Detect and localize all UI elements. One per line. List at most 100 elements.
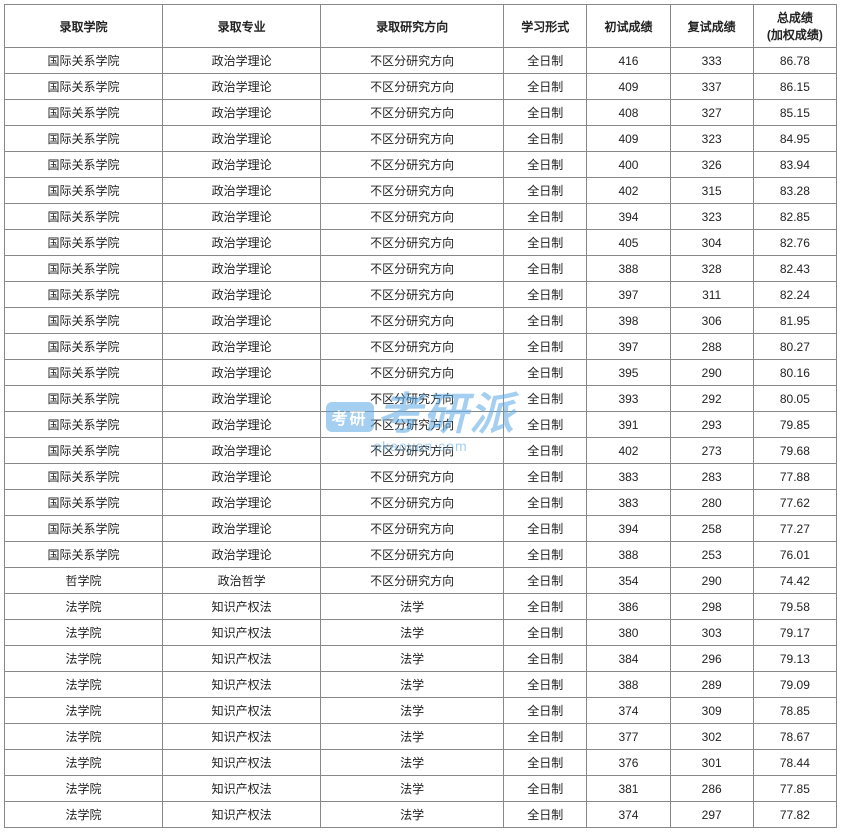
table-row: 法学院知识产权法法学全日制37730278.67 [5,724,837,750]
cell: 全日制 [504,152,587,178]
header-cell-0: 录取学院 [5,5,163,48]
table-row: 国际关系学院政治学理论不区分研究方向全日制40530482.76 [5,230,837,256]
cell: 知识产权法 [163,620,321,646]
cell: 法学 [321,672,504,698]
cell: 全日制 [504,334,587,360]
cell: 326 [670,152,753,178]
table-row: 哲学院政治哲学不区分研究方向全日制35429074.42 [5,568,837,594]
cell: 全日制 [504,256,587,282]
cell: 政治学理论 [163,152,321,178]
cell: 政治学理论 [163,48,321,74]
cell: 全日制 [504,74,587,100]
cell: 405 [587,230,670,256]
cell: 全日制 [504,568,587,594]
cell: 国际关系学院 [5,48,163,74]
cell: 79.17 [753,620,836,646]
cell: 77.88 [753,464,836,490]
cell: 政治学理论 [163,412,321,438]
cell: 政治学理论 [163,516,321,542]
cell: 409 [587,74,670,100]
cell: 311 [670,282,753,308]
cell: 法学 [321,594,504,620]
table-body: 国际关系学院政治学理论不区分研究方向全日制41633386.78国际关系学院政治… [5,48,837,828]
cell: 400 [587,152,670,178]
cell: 297 [670,802,753,828]
table-row: 法学院知识产权法法学全日制38429679.13 [5,646,837,672]
cell: 77.62 [753,490,836,516]
header-cell-line1: 总成绩 [756,9,834,26]
table-row: 国际关系学院政治学理论不区分研究方向全日制41633386.78 [5,48,837,74]
cell: 273 [670,438,753,464]
table-row: 国际关系学院政治学理论不区分研究方向全日制40231583.28 [5,178,837,204]
cell: 323 [670,204,753,230]
cell: 全日制 [504,698,587,724]
cell: 全日制 [504,776,587,802]
cell: 国际关系学院 [5,386,163,412]
table-row: 国际关系学院政治学理论不区分研究方向全日制40932384.95 [5,126,837,152]
cell: 80.05 [753,386,836,412]
cell: 86.78 [753,48,836,74]
cell: 383 [587,490,670,516]
cell: 374 [587,802,670,828]
table-row: 国际关系学院政治学理论不区分研究方向全日制38328077.62 [5,490,837,516]
cell: 全日制 [504,594,587,620]
cell: 全日制 [504,204,587,230]
cell: 298 [670,594,753,620]
cell: 76.01 [753,542,836,568]
cell: 国际关系学院 [5,542,163,568]
cell: 政治学理论 [163,204,321,230]
cell: 法学 [321,724,504,750]
cell: 不区分研究方向 [321,542,504,568]
cell: 82.85 [753,204,836,230]
cell: 77.85 [753,776,836,802]
cell: 82.43 [753,256,836,282]
table-row: 国际关系学院政治学理论不区分研究方向全日制39731182.24 [5,282,837,308]
cell: 不区分研究方向 [321,438,504,464]
table-row: 国际关系学院政治学理论不区分研究方向全日制39329280.05 [5,386,837,412]
cell: 法学院 [5,672,163,698]
cell: 380 [587,620,670,646]
cell: 315 [670,178,753,204]
cell: 82.24 [753,282,836,308]
cell: 全日制 [504,490,587,516]
cell: 不区分研究方向 [321,256,504,282]
cell: 法学 [321,776,504,802]
cell: 全日制 [504,542,587,568]
cell: 全日制 [504,126,587,152]
cell: 79.09 [753,672,836,698]
cell: 政治学理论 [163,282,321,308]
header-cell-line2: (加权成绩) [756,26,834,43]
cell: 不区分研究方向 [321,412,504,438]
cell: 全日制 [504,646,587,672]
cell: 不区分研究方向 [321,568,504,594]
header-row: 录取学院录取专业录取研究方向学习形式初试成绩复试成绩总成绩(加权成绩) [5,5,837,48]
cell: 法学院 [5,724,163,750]
cell: 全日制 [504,178,587,204]
cell: 政治学理论 [163,308,321,334]
cell: 79.85 [753,412,836,438]
cell: 381 [587,776,670,802]
cell: 77.82 [753,802,836,828]
cell: 政治学理论 [163,126,321,152]
cell: 政治学理论 [163,334,321,360]
cell: 全日制 [504,386,587,412]
cell: 不区分研究方向 [321,152,504,178]
cell: 不区分研究方向 [321,490,504,516]
table-row: 法学院知识产权法法学全日制38828979.09 [5,672,837,698]
cell: 290 [670,568,753,594]
cell: 全日制 [504,282,587,308]
cell: 83.94 [753,152,836,178]
header-cell-1: 录取专业 [163,5,321,48]
cell: 国际关系学院 [5,126,163,152]
table-row: 国际关系学院政治学理论不区分研究方向全日制40227379.68 [5,438,837,464]
cell: 法学 [321,698,504,724]
cell: 知识产权法 [163,802,321,828]
cell: 知识产权法 [163,672,321,698]
cell: 政治学理论 [163,256,321,282]
cell: 289 [670,672,753,698]
cell: 法学院 [5,646,163,672]
cell: 全日制 [504,620,587,646]
cell: 79.58 [753,594,836,620]
cell: 83.28 [753,178,836,204]
cell: 国际关系学院 [5,256,163,282]
